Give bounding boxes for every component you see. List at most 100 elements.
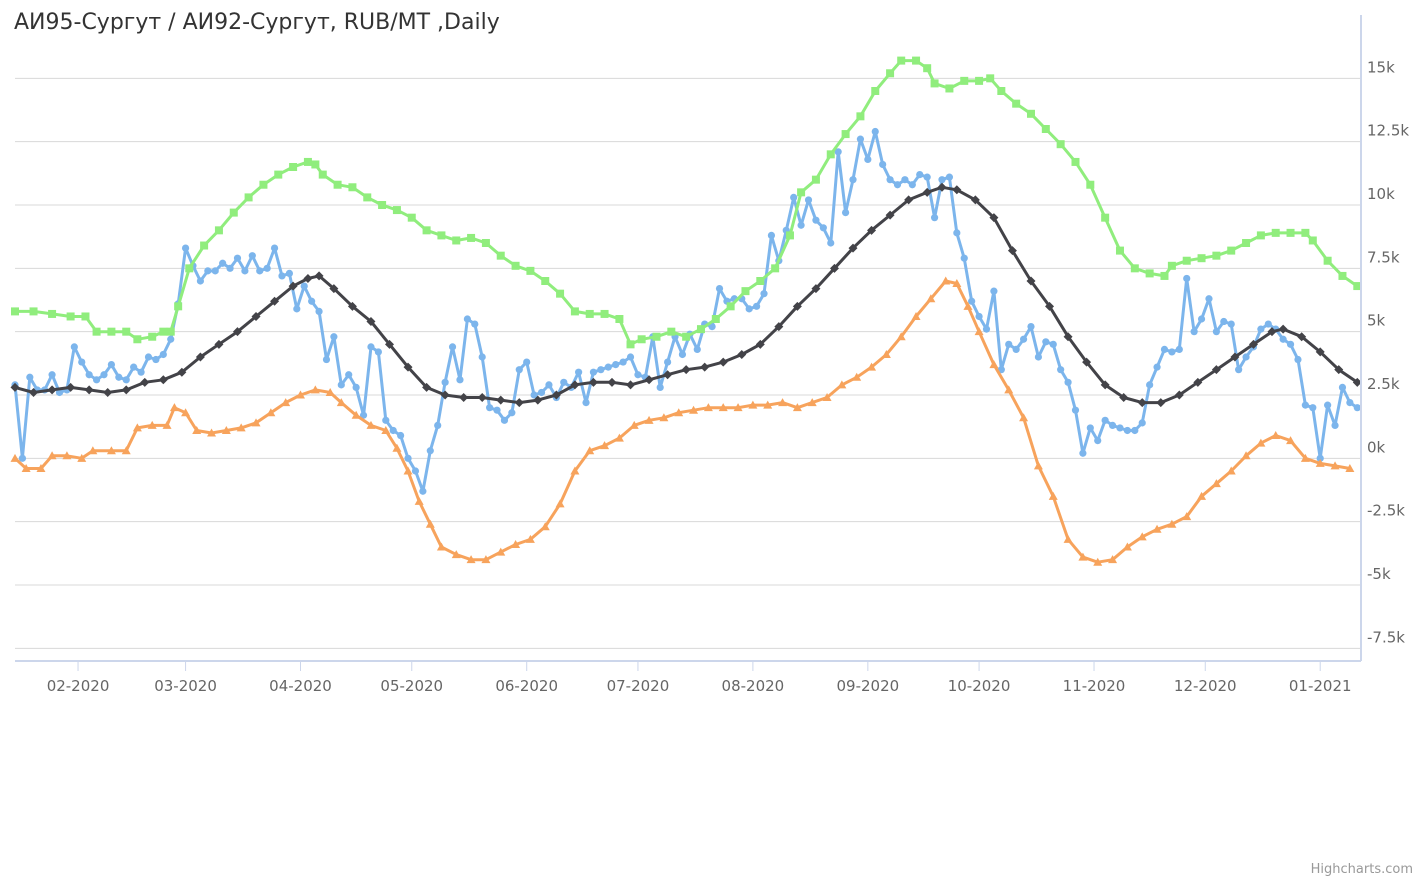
data-point[interactable] [1082,357,1092,367]
data-point[interactable] [1212,328,1220,336]
data-point[interactable] [1315,458,1325,467]
data-point[interactable] [174,302,183,311]
data-point[interactable] [436,542,446,551]
data-point[interactable] [1316,454,1324,462]
data-point[interactable] [1227,246,1236,255]
data-point[interactable] [251,311,261,321]
data-point[interactable] [55,388,64,397]
data-point[interactable] [792,403,802,412]
data-point[interactable] [1071,406,1080,414]
data-point[interactable] [303,157,312,166]
data-point[interactable] [185,264,194,273]
data-point[interactable] [896,332,906,341]
data-point[interactable] [570,380,580,390]
data-point[interactable] [452,236,461,245]
data-point[interactable] [1256,231,1265,240]
data-point[interactable] [1271,431,1281,440]
data-point[interactable] [1131,426,1139,435]
data-point[interactable] [1019,335,1028,343]
data-point[interactable] [414,496,424,505]
data-point[interactable] [1146,381,1154,389]
data-point[interactable] [274,170,283,179]
data-point[interactable] [1116,424,1124,432]
data-point[interactable] [937,182,947,192]
data-point[interactable] [1123,426,1131,435]
data-point[interactable] [1197,315,1206,323]
data-point[interactable] [1197,491,1207,500]
data-point[interactable] [92,327,101,336]
data-point[interactable] [667,327,676,336]
data-point[interactable] [471,320,479,328]
data-point[interactable] [152,355,160,364]
data-point[interactable] [248,252,256,260]
data-point[interactable] [514,398,524,408]
data-point[interactable] [48,309,57,318]
data-point[interactable] [904,195,914,205]
data-point[interactable] [778,398,788,407]
data-point[interactable] [963,301,973,310]
data-point[interactable] [1119,393,1129,403]
data-point[interactable] [989,213,999,223]
data-point[interactable] [741,287,750,296]
data-point[interactable] [1137,398,1147,408]
data-point[interactable] [1309,404,1317,412]
data-point[interactable] [656,383,664,391]
data-point[interactable] [975,312,983,321]
data-point[interactable] [674,408,684,417]
data-point[interactable] [930,79,939,88]
data-point[interactable] [1190,328,1198,336]
data-point[interactable] [968,297,976,305]
data-point[interactable] [425,519,435,528]
data-point[interactable] [589,368,598,376]
data-point[interactable] [1042,338,1050,346]
data-point[interactable] [588,377,598,387]
data-point[interactable] [310,385,320,394]
data-point[interactable] [166,327,175,336]
data-point[interactable] [700,362,710,372]
data-point[interactable] [411,467,420,475]
data-point[interactable] [214,339,224,349]
data-point[interactable] [941,276,951,285]
data-point[interactable] [122,327,131,336]
data-point[interactable] [841,130,850,139]
data-point[interactable] [893,181,902,189]
data-point[interactable] [196,277,204,285]
data-point[interactable] [47,385,57,395]
data-point[interactable] [811,284,821,294]
data-point[interactable] [871,127,879,136]
data-point[interactable] [526,266,535,275]
data-point[interactable] [1227,320,1235,328]
data-point[interactable] [600,309,609,318]
data-point[interactable] [990,287,998,295]
data-point[interactable] [1063,332,1073,342]
data-point[interactable] [664,358,672,366]
data-point[interactable] [555,499,565,508]
data-point[interactable] [278,272,286,280]
data-point[interactable] [771,264,780,273]
data-point[interactable] [1115,246,1124,255]
data-point[interactable] [47,451,57,460]
data-point[interactable] [523,358,531,366]
data-point[interactable] [634,371,642,379]
data-point[interactable] [1168,348,1176,356]
data-point[interactable] [804,196,813,204]
data-point[interactable] [169,403,179,412]
data-point[interactable] [1056,140,1065,149]
data-point[interactable] [229,208,238,217]
data-point[interactable] [871,87,880,95]
data-point[interactable] [756,277,765,285]
data-point[interactable] [953,229,961,237]
data-point[interactable] [1338,271,1347,280]
data-point[interactable] [879,160,887,169]
data-point[interactable] [181,244,190,252]
data-point[interactable] [1019,413,1029,422]
data-point[interactable] [511,539,521,548]
data-point[interactable] [748,400,758,409]
data-point[interactable] [682,332,691,341]
data-point[interactable] [1093,557,1103,566]
data-point[interactable] [1264,320,1272,328]
data-point[interactable] [1094,437,1102,445]
data-point[interactable] [407,213,416,222]
data-point[interactable] [938,176,946,184]
data-point[interactable] [644,375,654,385]
